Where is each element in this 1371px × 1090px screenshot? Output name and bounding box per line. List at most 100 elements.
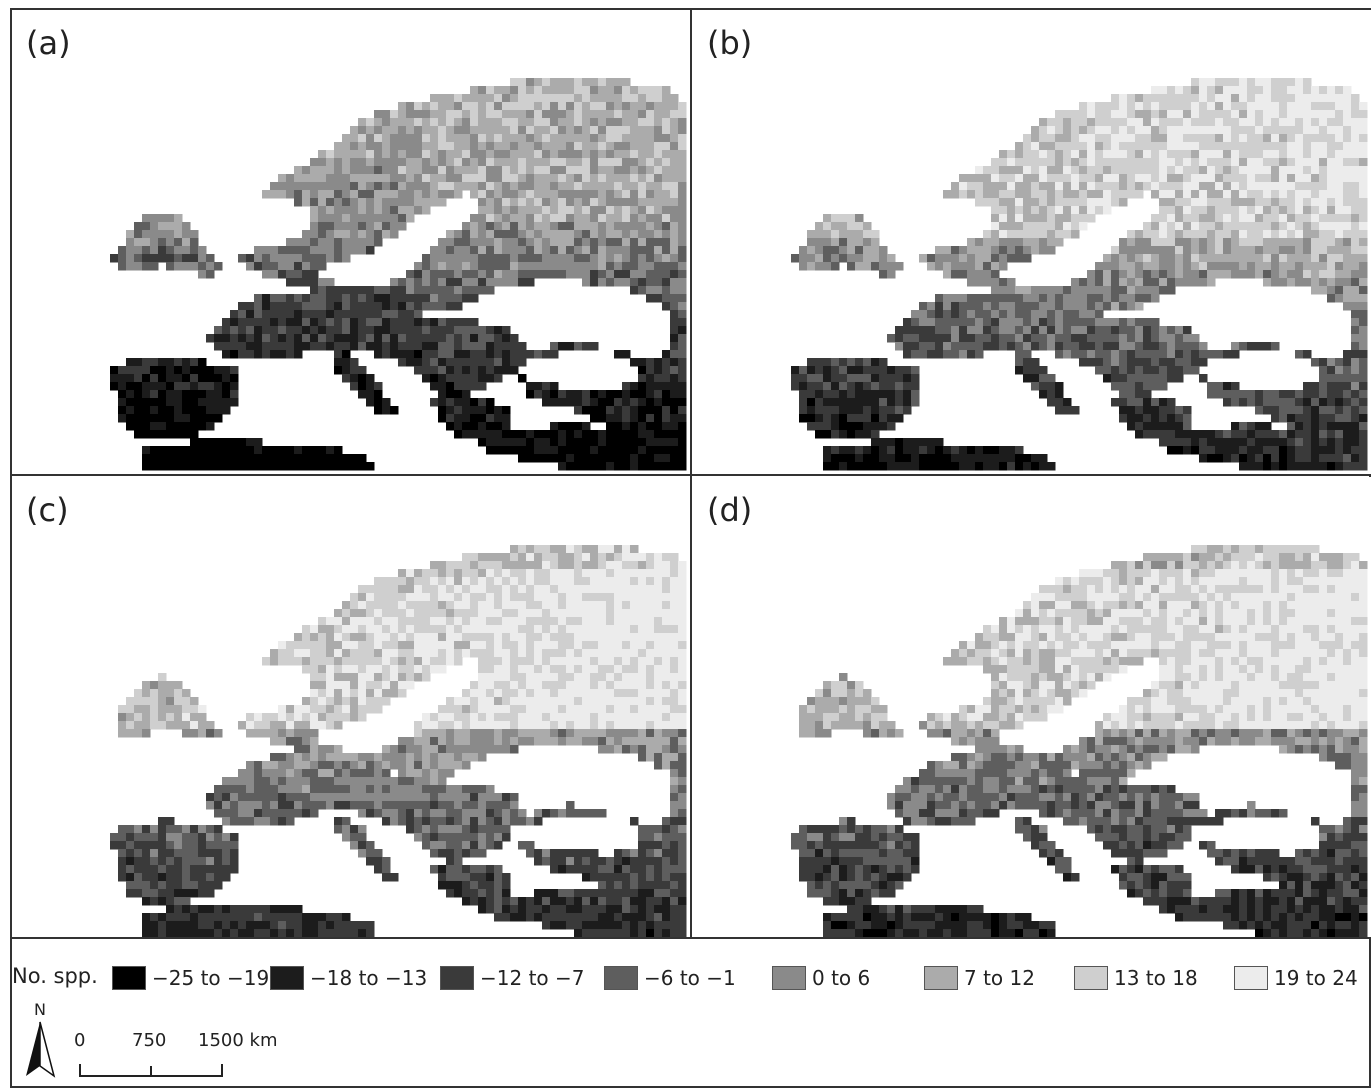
raster-cell [1263, 166, 1272, 175]
raster-cell [1199, 78, 1208, 87]
raster-cell [646, 462, 655, 471]
raster-cell [1183, 438, 1192, 447]
raster-cell [486, 102, 495, 111]
raster-cell [278, 462, 287, 471]
raster-cell [598, 142, 607, 151]
raster-cell [911, 366, 920, 375]
raster-cell [1175, 214, 1184, 223]
raster-cell [262, 713, 271, 722]
raster-cell [1135, 246, 1144, 255]
raster-cell [358, 318, 367, 327]
raster-cell [1143, 278, 1152, 287]
raster-cell [646, 406, 655, 415]
raster-cell [478, 174, 487, 183]
raster-cell [1255, 246, 1264, 255]
raster-cell [1015, 326, 1024, 335]
raster-cell [622, 406, 631, 415]
raster-cell [222, 398, 231, 407]
raster-cell [606, 545, 615, 554]
raster-cell [454, 422, 463, 431]
raster-cell [534, 657, 543, 666]
raster-cell [286, 302, 295, 311]
raster-cell [446, 705, 455, 714]
raster-cell [1263, 206, 1272, 215]
raster-cell [494, 334, 503, 343]
raster-cell [662, 302, 671, 311]
raster-cell [582, 657, 591, 666]
raster-cell [550, 390, 559, 399]
raster-cell [294, 454, 303, 463]
raster-cell [534, 174, 543, 183]
raster-cell [991, 230, 1000, 239]
raster-cell [318, 198, 327, 207]
raster-cell [166, 446, 175, 455]
raster-cell [518, 665, 527, 674]
raster-cell [1215, 190, 1224, 199]
raster-cell [310, 689, 319, 698]
raster-cell [166, 454, 175, 463]
raster-cell [1087, 102, 1096, 111]
raster-cell [1087, 150, 1096, 159]
raster-cell [662, 374, 671, 383]
raster-cell [262, 446, 271, 455]
raster-cell [1103, 206, 1112, 215]
raster-cell [630, 102, 639, 111]
raster-cell [622, 569, 631, 578]
raster-cell [350, 230, 359, 239]
raster-cell [935, 254, 944, 263]
raster-cell [1159, 278, 1168, 287]
raster-cell [390, 334, 399, 343]
raster-cell [518, 649, 527, 658]
raster-cell [1311, 398, 1320, 407]
raster-cell [590, 601, 599, 610]
raster-cell [1103, 318, 1112, 327]
raster-cell [126, 406, 135, 415]
raster-cell [1223, 102, 1232, 111]
raster-cell [1263, 150, 1272, 159]
raster-cell [1311, 462, 1320, 471]
raster-cell [334, 182, 343, 191]
raster-cell [1311, 94, 1320, 103]
raster-cell [1079, 142, 1088, 151]
raster-cell [390, 326, 399, 335]
raster-cell [1223, 158, 1232, 167]
raster-cell [678, 182, 687, 191]
raster-cell [294, 641, 303, 650]
raster-cell [1055, 214, 1064, 223]
raster-cell [510, 633, 519, 642]
raster-cell [638, 366, 647, 375]
raster-cell [1159, 86, 1168, 95]
raster-cell [678, 358, 687, 367]
raster-cell [1359, 126, 1368, 135]
raster-cell [1159, 366, 1168, 375]
raster-cell [975, 174, 984, 183]
raster-cell [390, 286, 399, 295]
raster-cell [382, 673, 391, 682]
raster-cell [606, 390, 615, 399]
raster-cell [326, 326, 335, 335]
raster-cell [1311, 406, 1320, 415]
raster-cell [1079, 118, 1088, 127]
raster-cell [951, 246, 960, 255]
raster-cell [622, 102, 631, 111]
raster-cell [1255, 94, 1264, 103]
raster-cell [1231, 342, 1240, 351]
raster-cell [534, 230, 543, 239]
raster-cell [1335, 254, 1344, 263]
raster-cell [1343, 158, 1352, 167]
raster-cell [1271, 102, 1280, 111]
raster-cell [839, 246, 848, 255]
raster-cell [478, 278, 487, 287]
raster-cell [494, 681, 503, 690]
raster-cell [606, 278, 615, 287]
raster-cell [855, 430, 864, 439]
raster-cell [126, 713, 135, 722]
raster-cell [550, 697, 559, 706]
raster-cell [406, 585, 415, 594]
raster-cell [895, 446, 904, 455]
raster-cell [1311, 150, 1320, 159]
raster-cell [478, 593, 487, 602]
raster-cell [1207, 150, 1216, 159]
raster-cell [614, 278, 623, 287]
raster-cell [678, 286, 687, 295]
